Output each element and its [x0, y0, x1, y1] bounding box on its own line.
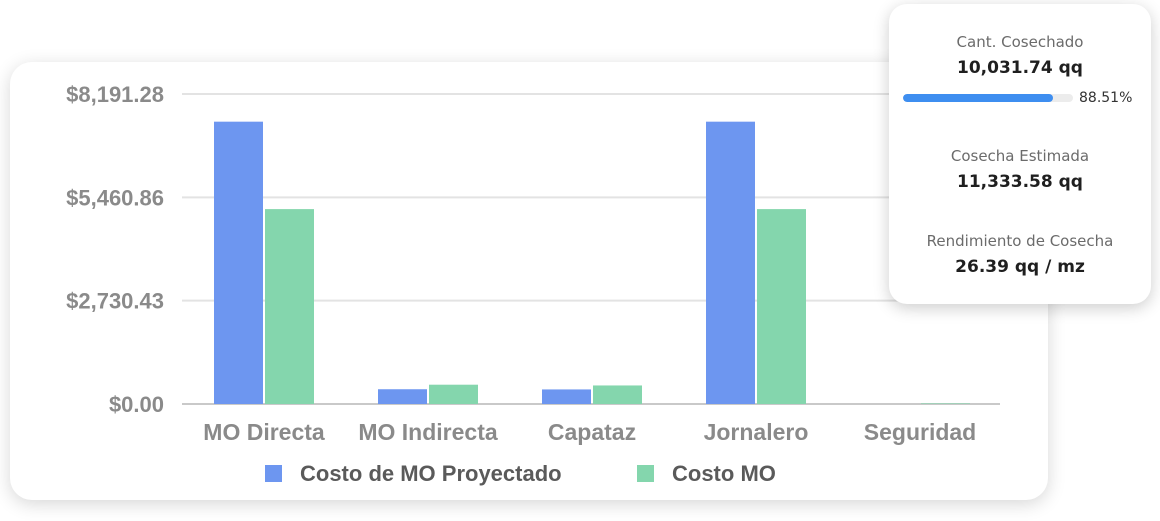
harvested-value: 10,031.74 qq: [957, 58, 1083, 78]
bar: [593, 385, 642, 404]
harvest-progress-bar: [903, 94, 1073, 102]
estimated-label: Cosecha Estimada: [950, 147, 1090, 165]
bar: [429, 384, 478, 404]
y-tick-label: $0.00: [109, 392, 164, 417]
harvest-progress-fill: [903, 94, 1054, 102]
y-tick-label: $8,191.28: [66, 82, 164, 107]
bar: [214, 121, 263, 404]
chart-card: $0.00 $2,730.43 $5,460.86 $8,191.28 MO Direc…: [10, 62, 1048, 500]
legend-label: Costo MO: [672, 461, 776, 486]
x-category-label: Seguridad: [864, 419, 976, 445]
legend-swatch: [265, 465, 282, 482]
bar: [921, 403, 970, 404]
harvest-stats-card: Cant. Cosechado 10,031.74 qq 88.51% Cose…: [889, 4, 1151, 304]
harvested-stat: Cant. Cosechado 10,031.74 qq: [889, 33, 1151, 78]
y-tick-label: $2,730.43: [66, 289, 164, 314]
legend-label: Costo de MO Proyectado: [300, 461, 562, 486]
x-category-label: Capataz: [548, 419, 636, 445]
harvest-progress-percent: 88.51%: [1079, 90, 1133, 106]
legend-swatch: [637, 465, 654, 482]
yield-value: 26.39 qq / mz: [955, 257, 1085, 277]
x-category-label: MO Indirecta: [358, 419, 498, 445]
y-tick-label: $5,460.86: [66, 185, 164, 210]
estimated-value: 11,333.58 qq: [957, 172, 1083, 192]
x-category-label: MO Directa: [203, 419, 325, 445]
bar: [378, 389, 427, 404]
bar: [706, 121, 755, 404]
bar-chart: $0.00 $2,730.43 $5,460.86 $8,191.28 MO Direc…: [66, 82, 1000, 486]
yield-stat: Rendimiento de Cosecha 26.39 qq / mz: [889, 232, 1151, 277]
harvested-label: Cant. Cosechado: [956, 33, 1084, 51]
x-category-label: Jornalero: [704, 419, 809, 445]
bar: [265, 209, 314, 404]
estimated-stat: Cosecha Estimada 11,333.58 qq: [889, 147, 1151, 192]
yield-label: Rendimiento de Cosecha: [926, 232, 1114, 250]
bar: [542, 389, 591, 404]
bar: [757, 209, 806, 404]
